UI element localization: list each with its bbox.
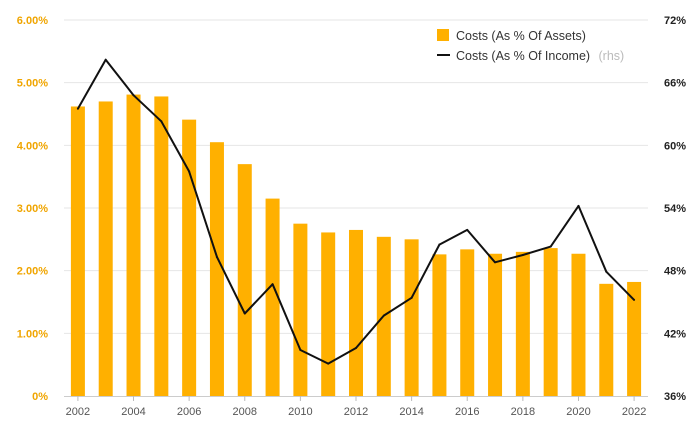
x-tick-label: 2014	[399, 406, 423, 418]
y-right-tick-label: 54%	[664, 203, 686, 215]
y-right-tick-label: 60%	[664, 140, 686, 152]
y-left-tick-label: 1.00%	[17, 328, 48, 340]
line-point-2017	[494, 261, 497, 264]
legend-label-costs-income: Costs (As % Of Income)	[456, 49, 590, 63]
bar-2019	[543, 248, 558, 396]
bar-2010	[293, 223, 308, 396]
bar-2006	[182, 119, 197, 396]
line-point-2005	[160, 120, 163, 123]
line-point-2016	[466, 228, 469, 231]
line-point-2021	[605, 270, 608, 273]
line-series-costs-income	[76, 58, 636, 365]
line-point-2002	[76, 107, 79, 110]
line-point-2015	[438, 243, 441, 246]
y-right-tick-label: 66%	[664, 78, 686, 90]
x-tick-label: 2002	[66, 406, 90, 418]
bar-2007	[209, 142, 224, 396]
bar-2009	[265, 198, 280, 396]
bar-2011	[321, 232, 336, 396]
x-tick-label: 2012	[344, 406, 368, 418]
y-right-tick-label: 36%	[664, 391, 686, 403]
x-tick-label: 2016	[455, 406, 479, 418]
bar-2017	[488, 253, 503, 396]
line-point-2020	[577, 204, 580, 207]
y-left-tick-label: 6.00%	[17, 15, 48, 27]
y-left-tick-label: 0%	[32, 391, 48, 403]
line-point-2014	[410, 296, 413, 299]
line-point-2019	[549, 245, 552, 248]
bar-2002	[70, 106, 85, 396]
line-point-2010	[299, 349, 302, 352]
legend-label-costs-income-group: Costs (As % Of Income) (rhs)	[456, 47, 624, 64]
legend-swatch-costs-assets	[437, 29, 449, 41]
axes: 0% 1.00% 2.00% 3.00% 4.00% 5.00% 6.00% 36% 42% 48…	[17, 15, 686, 418]
bar-2004	[126, 94, 141, 396]
line-point-2012	[355, 346, 357, 349]
legend-label-costs-assets: Costs (As % Of Assets)	[456, 29, 586, 43]
bar-2015	[432, 254, 447, 396]
bar-2003	[98, 101, 113, 396]
bar-2005	[154, 96, 169, 396]
bar-series-costs-assets	[70, 94, 642, 396]
line-point-2004	[132, 94, 135, 97]
x-tick-label: 2020	[566, 406, 590, 418]
bar-2020	[571, 253, 586, 396]
y-left-tick-label: 2.00%	[17, 266, 48, 278]
y-left-tick-label: 3.00%	[17, 203, 48, 215]
bar-2018	[515, 251, 530, 396]
y-left-tick-label: 5.00%	[17, 78, 48, 90]
bar-2021	[599, 283, 614, 396]
line-point-2007	[215, 256, 218, 259]
legend: Costs (As % Of Assets) Costs (As % Of In…	[437, 29, 624, 64]
x-tick-label: 2008	[233, 406, 257, 418]
line-point-2008	[243, 312, 246, 315]
y-right-tick-label: 72%	[664, 15, 686, 27]
bar-2016	[460, 249, 475, 396]
x-tick-label: 2006	[177, 406, 201, 418]
x-tick-label: 2022	[622, 406, 646, 418]
y-right-tick-label: 48%	[664, 266, 686, 278]
x-tick-label: 2010	[288, 406, 312, 418]
line-point-2011	[327, 362, 330, 365]
line-point-2003	[104, 58, 107, 61]
x-tick-label: 2004	[121, 406, 145, 418]
x-tick-label: 2018	[511, 406, 535, 418]
line-point-2013	[382, 314, 385, 317]
bar-2022	[627, 281, 642, 396]
y-left-tick-label: 4.00%	[17, 140, 48, 152]
bar-2014	[404, 239, 419, 396]
bar-2012	[349, 229, 363, 396]
line-point-2006	[188, 170, 191, 173]
bar-2008	[237, 164, 252, 396]
line-point-2009	[271, 283, 274, 286]
line-point-2018	[521, 254, 524, 256]
line-point-2022	[633, 298, 636, 301]
y-right-tick-label: 42%	[664, 328, 686, 340]
legend-label-rhs-suffix: (rhs)	[599, 49, 625, 63]
